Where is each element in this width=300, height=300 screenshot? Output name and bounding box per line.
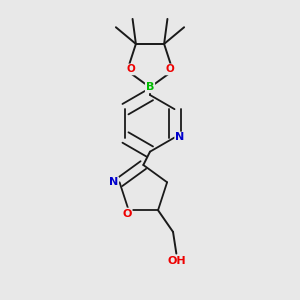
Text: B: B: [146, 82, 154, 92]
Text: O: O: [165, 64, 174, 74]
Text: OH: OH: [167, 256, 186, 266]
Text: N: N: [175, 133, 184, 142]
Text: N: N: [109, 177, 118, 187]
Text: O: O: [122, 208, 132, 219]
Text: O: O: [126, 64, 135, 74]
